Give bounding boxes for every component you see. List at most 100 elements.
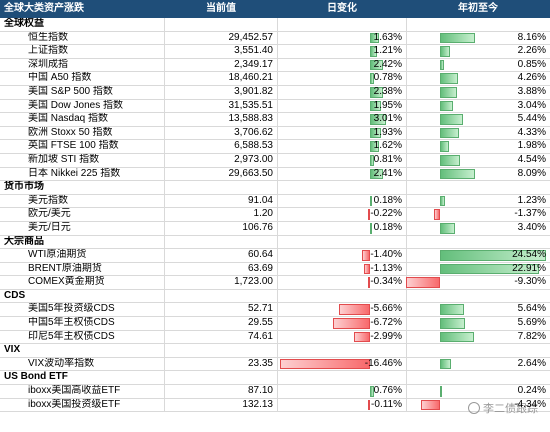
current-value: 29,452.57 xyxy=(165,31,278,45)
section-title: 货币市场 xyxy=(0,181,165,194)
table-row: 中国5年主权债CDS 29.55 -6.72% 5.69% xyxy=(0,317,550,331)
ytd-change-bar xyxy=(421,399,440,411)
ytd-change-cell: -4.34% xyxy=(406,399,550,412)
day-change-cell: 2.41% xyxy=(278,167,407,181)
ytd-change-value: 1.98% xyxy=(517,140,546,152)
day-change-bar xyxy=(370,127,381,139)
table-row: WTI原油期货 60.64 -1.40% 24.54% xyxy=(0,249,550,263)
ytd-change-cell: -1.37% xyxy=(406,208,550,221)
asset-name: 欧元/美元 xyxy=(0,208,165,221)
empty-cell xyxy=(165,18,278,31)
table-row: 欧洲 Stoxx 50 指数 3,706.62 1.93% 4.33% xyxy=(0,126,550,141)
current-value: 3,706.62 xyxy=(165,126,278,140)
section-row: 货币市场 xyxy=(0,181,550,195)
ytd-change-cell: 1.98% xyxy=(406,140,550,153)
empty-cell xyxy=(406,18,550,31)
table-row: 恒生指数 29,452.57 1.63% 8.16% xyxy=(0,31,550,46)
section-title: US Bond ETF xyxy=(0,371,165,385)
table-header: 全球大类资产涨跌 当前值 日变化 年初至今 xyxy=(0,0,550,18)
day-change-cell: -0.11% xyxy=(278,398,407,412)
current-value: 31,535.51 xyxy=(165,99,278,113)
asset-name: 中国5年主权债CDS xyxy=(0,317,165,330)
asset-name: 美元指数 xyxy=(0,194,165,208)
ytd-change-value: -4.34% xyxy=(514,398,546,410)
ytd-change-value: 1.23% xyxy=(517,194,546,206)
asset-performance-table: 全球大类资产涨跌 当前值 日变化 年初至今 全球权益 恒生指数 29,452.57 1… xyxy=(0,0,550,413)
table-row: 中国 A50 指数 18,460.21 0.78% 4.26% xyxy=(0,72,550,86)
current-value: 60.64 xyxy=(165,249,278,262)
ytd-change-cell: 5.69% xyxy=(406,317,550,330)
day-change-value: 1.93% xyxy=(373,126,402,138)
day-change-value: -1.13% xyxy=(370,262,402,274)
ytd-change-cell: 3.40% xyxy=(406,222,550,235)
day-change-cell: -16.46% xyxy=(278,357,407,371)
day-change-cell: 0.18% xyxy=(278,221,407,235)
day-change-cell: 3.01% xyxy=(278,113,407,126)
ytd-change-cell: 4.26% xyxy=(406,72,550,85)
ytd-change-bar xyxy=(440,318,465,329)
asset-name: 美国 Dow Jones 指数 xyxy=(0,99,165,113)
current-value: 18,460.21 xyxy=(165,72,278,85)
day-change-value: -16.46% xyxy=(364,357,402,369)
day-change-value: -0.11% xyxy=(371,398,402,410)
current-value: 63.69 xyxy=(165,262,278,276)
current-value: 6,588.53 xyxy=(165,140,278,153)
day-change-value: 0.76% xyxy=(373,385,402,397)
empty-cell xyxy=(278,344,407,357)
section-title: CDS xyxy=(0,289,165,303)
table-row: iboxx美国投资级ETF 132.13 -0.11% -4.34% xyxy=(0,398,550,413)
day-change-value: 0.81% xyxy=(373,153,402,165)
day-change-bar xyxy=(370,46,377,57)
day-change-value: 1.63% xyxy=(373,31,402,43)
table-row: 美国5年投资级CDS 52.71 -5.66% 5.64% xyxy=(0,303,550,318)
table-row: iboxx美国高收益ETF 87.10 0.76% 0.24% xyxy=(0,385,550,399)
ytd-change-bar xyxy=(440,250,546,261)
section-title: 大宗商品 xyxy=(0,235,165,249)
ytd-change-cell: 8.16% xyxy=(406,32,550,45)
day-change-value: 0.18% xyxy=(373,194,402,206)
ytd-change-value: 22.91% xyxy=(512,262,546,274)
current-value: 106.76 xyxy=(165,221,278,235)
current-value: 23.35 xyxy=(165,357,278,371)
empty-cell xyxy=(165,344,278,357)
empty-cell xyxy=(406,371,550,384)
empty-cell xyxy=(278,289,407,303)
ytd-change-bar xyxy=(440,304,465,316)
table-row: 深圳成指 2,349.17 2.42% 0.85% xyxy=(0,58,550,73)
asset-name: VIX波动率指数 xyxy=(0,357,165,371)
table-row: 印尼5年主权债CDS 74.61 -2.99% 7.82% xyxy=(0,330,550,345)
ytd-change-cell: 5.44% xyxy=(406,113,550,126)
asset-name: iboxx美国投资级ETF xyxy=(0,398,165,412)
day-change-cell: 1.63% xyxy=(278,31,407,45)
ytd-change-value: 4.26% xyxy=(517,72,546,84)
day-change-cell: -0.22% xyxy=(278,208,407,221)
ytd-change-bar xyxy=(440,168,475,180)
asset-name: 上证指数 xyxy=(0,45,165,58)
day-change-value: -0.34% xyxy=(370,276,402,288)
ytd-change-bar xyxy=(440,331,474,343)
ytd-change-bar xyxy=(440,358,452,370)
empty-cell xyxy=(165,371,278,385)
day-change-value: 2.42% xyxy=(373,58,402,70)
ytd-change-bar xyxy=(440,154,460,166)
day-change-value: -2.99% xyxy=(370,330,402,342)
day-change-bar xyxy=(333,318,370,329)
day-change-cell: 0.18% xyxy=(278,194,407,208)
day-change-bar xyxy=(370,114,387,125)
current-value: 29.55 xyxy=(165,317,278,330)
ytd-change-cell: 22.91% xyxy=(406,263,550,276)
ytd-change-value: -1.37% xyxy=(514,208,546,220)
section-row: US Bond ETF xyxy=(0,371,550,386)
day-change-bar xyxy=(370,195,372,207)
ytd-change-value: 7.82% xyxy=(517,330,546,342)
day-change-bar xyxy=(370,154,375,166)
day-change-bar xyxy=(370,73,375,84)
table-row: 美国 S&P 500 指数 3,901.82 2.38% 3.88% xyxy=(0,85,550,100)
ytd-change-bar xyxy=(440,86,457,98)
day-change-bar xyxy=(370,168,384,180)
day-change-value: 2.38% xyxy=(373,85,402,97)
asset-name: COMEX黄金期货 xyxy=(0,276,165,289)
section-row: VIX xyxy=(0,344,550,358)
asset-name: BRENT原油期货 xyxy=(0,262,165,276)
ytd-change-value: 3.40% xyxy=(517,221,546,233)
